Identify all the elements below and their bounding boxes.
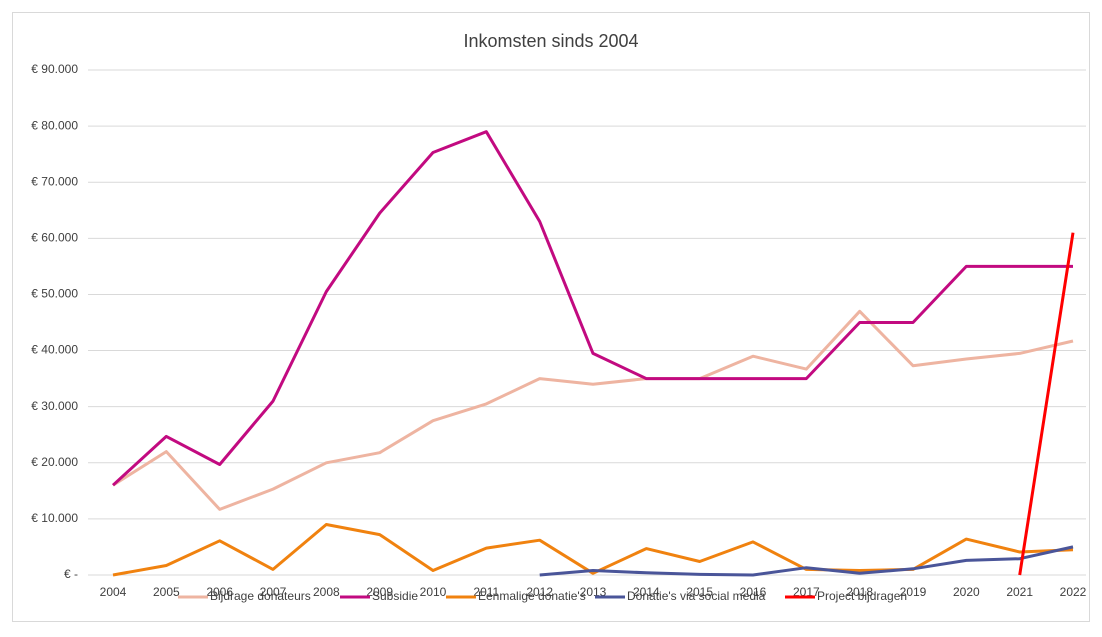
chart-title: Inkomsten sinds 2004 bbox=[463, 31, 638, 51]
y-tick-label: € - bbox=[64, 567, 78, 581]
y-tick-label: € 40.000 bbox=[31, 343, 78, 357]
series-line bbox=[1018, 232, 1075, 576]
x-tick-label: 2018 bbox=[846, 585, 873, 599]
x-tick-label: 2012 bbox=[526, 585, 553, 599]
x-tick-label: 2015 bbox=[686, 585, 713, 599]
x-tick-label: 2009 bbox=[366, 585, 393, 599]
y-tick-label: € 30.000 bbox=[31, 399, 78, 413]
x-tick-label: 2014 bbox=[633, 585, 660, 599]
y-tick-label: € 10.000 bbox=[31, 511, 78, 525]
y-tick-label: € 70.000 bbox=[31, 174, 78, 188]
legend-label: Project bijdragen bbox=[817, 589, 907, 603]
series-line bbox=[111, 130, 1073, 487]
y-tick-label: € 50.000 bbox=[31, 287, 78, 301]
x-tick-label: 2011 bbox=[473, 585, 499, 599]
legend-label: Subsidie bbox=[372, 589, 418, 603]
x-tick-label: 2020 bbox=[953, 585, 980, 599]
chart-border bbox=[12, 12, 1090, 622]
series-line bbox=[539, 545, 1074, 577]
series-line bbox=[112, 309, 1074, 511]
x-tick-label: 2006 bbox=[206, 585, 233, 599]
y-tick-label: € 90.000 bbox=[31, 62, 78, 76]
x-tick-label: 2008 bbox=[313, 585, 340, 599]
y-tick-label: € 20.000 bbox=[31, 455, 78, 469]
y-tick-label: € 60.000 bbox=[31, 231, 78, 245]
x-tick-label: 2022 bbox=[1060, 585, 1087, 599]
x-tick-label: 2007 bbox=[260, 585, 287, 599]
x-tick-label: 2021 bbox=[1006, 585, 1033, 599]
legend-label: Bijdrage donateurs bbox=[210, 589, 311, 603]
x-tick-label: 2019 bbox=[900, 585, 927, 599]
x-tick-label: 2016 bbox=[740, 585, 767, 599]
y-tick-label: € 80.000 bbox=[31, 118, 78, 132]
x-tick-label: 2005 bbox=[153, 585, 180, 599]
legend-label: Eenmalige donatie's bbox=[478, 589, 586, 603]
x-tick-label: 2010 bbox=[420, 585, 447, 599]
legend-label: Donatie's via social media bbox=[627, 589, 766, 603]
x-tick-label: 2004 bbox=[100, 585, 127, 599]
